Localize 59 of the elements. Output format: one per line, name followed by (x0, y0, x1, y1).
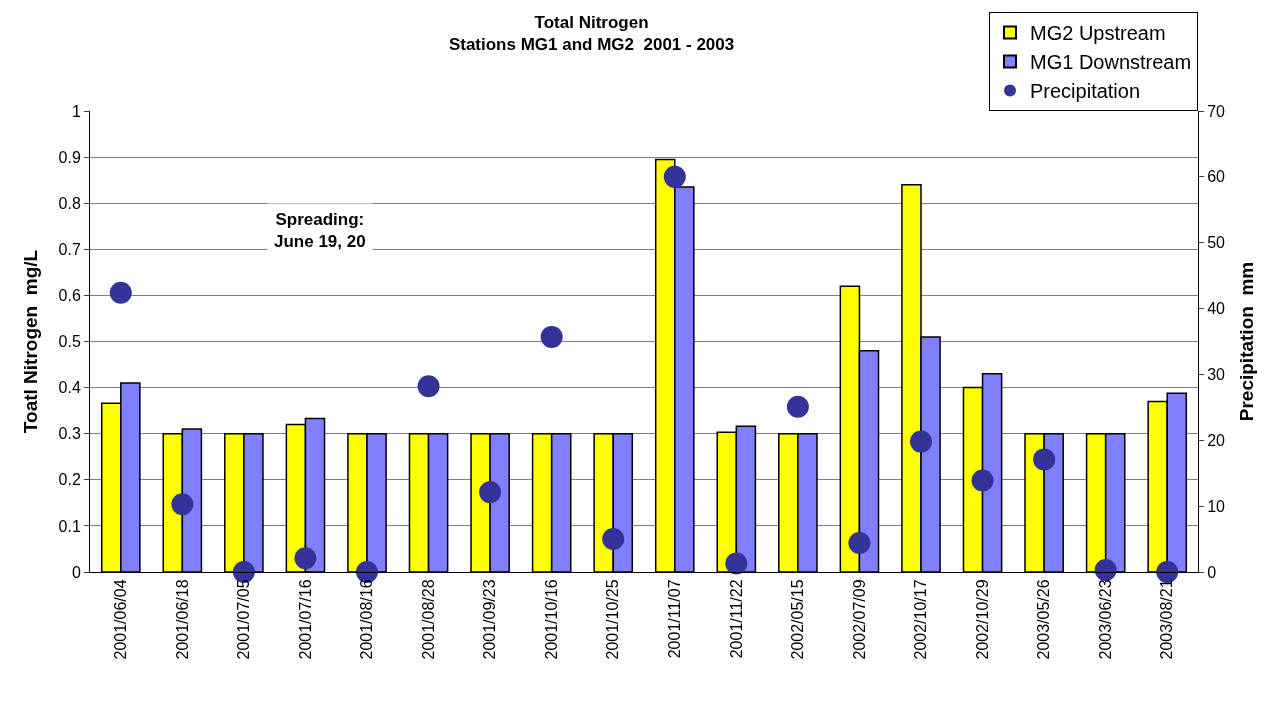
point (1033, 448, 1056, 471)
annotation: Spreading: June 19, 20 (274, 210, 366, 252)
x-tick-label: 2001/10/25 (604, 579, 622, 660)
x-tick-label: 2001/11/07 (665, 579, 683, 659)
y-tick-label: 0.7 (58, 240, 81, 258)
x-tick-label: 2002/05/15 (789, 579, 807, 660)
point (1094, 559, 1117, 582)
x-tick-label: 2001/07/16 (296, 579, 314, 660)
x-tick-label: 2001/07/05 (235, 579, 253, 660)
point (786, 395, 809, 418)
x-tick-label: 2001/10/16 (542, 579, 560, 660)
x-tick-label: 2003/05/26 (1035, 579, 1053, 660)
point (848, 532, 871, 555)
point (602, 528, 625, 551)
point (971, 469, 994, 492)
y2-axis-title: Precipitation mm (1235, 261, 1257, 422)
point (725, 552, 748, 575)
x-tick-label: 2001/09/23 (481, 579, 499, 660)
legend-label: MG2 Upstream (1030, 22, 1166, 45)
y-tick-label: 0.6 (58, 287, 81, 304)
point (109, 281, 132, 304)
y-tick-label: 0 (71, 563, 81, 581)
point (417, 375, 440, 398)
x-tick-label: 2001/08/28 (419, 579, 437, 660)
y-tick-label: 0.4 (58, 379, 81, 397)
point (663, 165, 686, 188)
x-tick-label: 2001/08/16 (358, 579, 376, 660)
point (540, 325, 563, 348)
y2-tick-label: 0 (1207, 563, 1217, 581)
y-tick-label: 0.5 (58, 333, 81, 351)
x-tick-label: 2001/11/22 (727, 579, 745, 659)
point (910, 430, 932, 453)
y-tick-label: 1 (71, 102, 81, 120)
chart-title: Total Nitrogen Stations MG1 and MG2 2001 - 2003 (448, 13, 735, 55)
legend-label: MG1 Downstream (1030, 51, 1192, 74)
point (171, 493, 194, 516)
y2-tick-label: 20 (1207, 431, 1226, 449)
y-axis-title: Toatl Nitrogen mg/L (20, 249, 42, 434)
y2-tick-label: 60 (1207, 168, 1226, 186)
x-tick-label: 2001/06/04 (111, 579, 129, 660)
point (479, 481, 502, 504)
x-tick-label: 2001/06/18 (173, 579, 191, 660)
y-tick-label: 0.9 (58, 148, 81, 166)
y2-tick-label: 50 (1207, 234, 1226, 252)
legend-label: Precipitation (1030, 80, 1141, 103)
y2-tick-label: 40 (1207, 300, 1226, 318)
x-tick-label: 2002/10/17 (912, 579, 930, 660)
y-tick-label: 0.3 (58, 425, 81, 443)
x-tick-label: 2002/10/29 (973, 579, 991, 660)
y-tick-label: 0.2 (58, 471, 81, 489)
x-tick-label: 2003/08/21 (1158, 579, 1176, 660)
y-tick-label: 0.8 (58, 194, 81, 212)
y2-tick-label: 70 (1207, 102, 1226, 120)
x-tick-label: 2002/07/09 (850, 579, 868, 660)
y2-tick-label: 10 (1207, 497, 1226, 515)
y-tick-label: 0.1 (58, 517, 81, 535)
point (294, 547, 317, 570)
y2-tick-label: 30 (1207, 366, 1226, 384)
x-tick-label: 2003/06/23 (1096, 579, 1114, 660)
